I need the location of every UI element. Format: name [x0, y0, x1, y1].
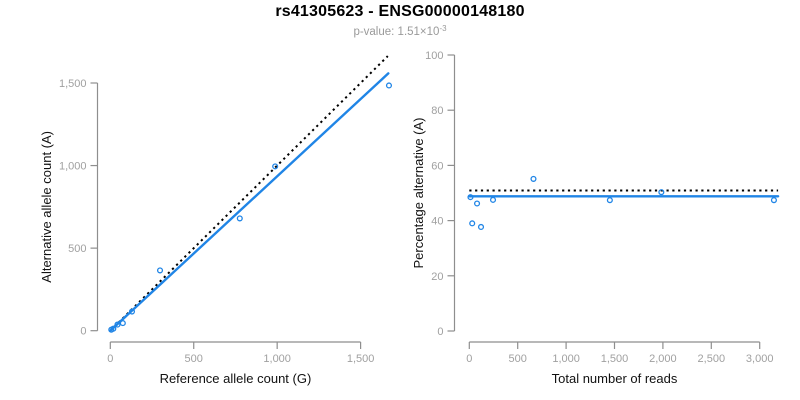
data-point [114, 321, 121, 328]
x-tick-label: 1,500 [347, 353, 375, 365]
x-tick-label: 2,500 [698, 353, 726, 365]
y-tick-label: 100 [425, 50, 443, 62]
y-tick-label: 0 [437, 326, 443, 338]
x-tick-label: 0 [466, 353, 472, 365]
data-point [530, 175, 537, 182]
data-point [272, 163, 279, 170]
data-point [469, 220, 476, 227]
percentage-alternative-plot: 0 20 40 60 80 100 0 500 1,000 1,500 2,000 2,500 3,00… [411, 50, 780, 386]
p-value-exponent: -3 [439, 24, 447, 33]
x-tick-label: 1,500 [601, 353, 629, 365]
data-point [473, 200, 481, 207]
x-tick-label: 500 [185, 353, 203, 365]
x-tick-label: 2,000 [649, 353, 677, 365]
data-point [606, 197, 613, 204]
data-point [385, 82, 393, 89]
allele-count-plot: 0 500 1,000 1,500 0 500 1,000 1,500 Reference al… [39, 55, 393, 386]
x-tick-label: 500 [509, 353, 527, 365]
y-tick-label: 0 [80, 326, 86, 338]
fit-line [109, 72, 390, 332]
p-value-text: p-value: 1.51×10 [353, 26, 440, 38]
x-tick-label: 1,000 [552, 353, 580, 365]
data-point [477, 223, 485, 230]
y-tick-label: 80 [431, 105, 443, 117]
data-point [128, 308, 136, 315]
figure-subtitle: p-value: 1.51×10-3 [0, 24, 800, 38]
x-axis-title: Reference allele count (G) [160, 371, 312, 386]
x-axis-title: Total number of reads [552, 371, 678, 386]
data-point [658, 189, 665, 196]
data-point [236, 215, 243, 222]
data-point [467, 194, 474, 201]
reference-line [109, 55, 389, 332]
data-point [119, 320, 126, 327]
y-tick-label: 1,500 [59, 78, 87, 90]
y-tick-label: 20 [431, 271, 443, 283]
x-tick-label: 1,000 [263, 353, 291, 365]
data-point [489, 196, 497, 203]
y-tick-label: 1,000 [59, 161, 87, 173]
data-point [770, 197, 777, 204]
x-tick-label: 3,000 [746, 353, 774, 365]
y-axis-title: Percentage alternative (A) [411, 117, 426, 268]
figure-title: rs41305623 - ENSG00000148180 [275, 3, 525, 20]
y-axis-title: Alternative allele count (A) [39, 131, 54, 283]
data-point [156, 267, 164, 274]
y-tick-label: 500 [68, 243, 86, 255]
data-point [110, 325, 117, 332]
y-tick-label: 60 [431, 160, 443, 172]
x-tick-label: 0 [107, 353, 113, 365]
y-tick-label: 40 [431, 216, 443, 228]
